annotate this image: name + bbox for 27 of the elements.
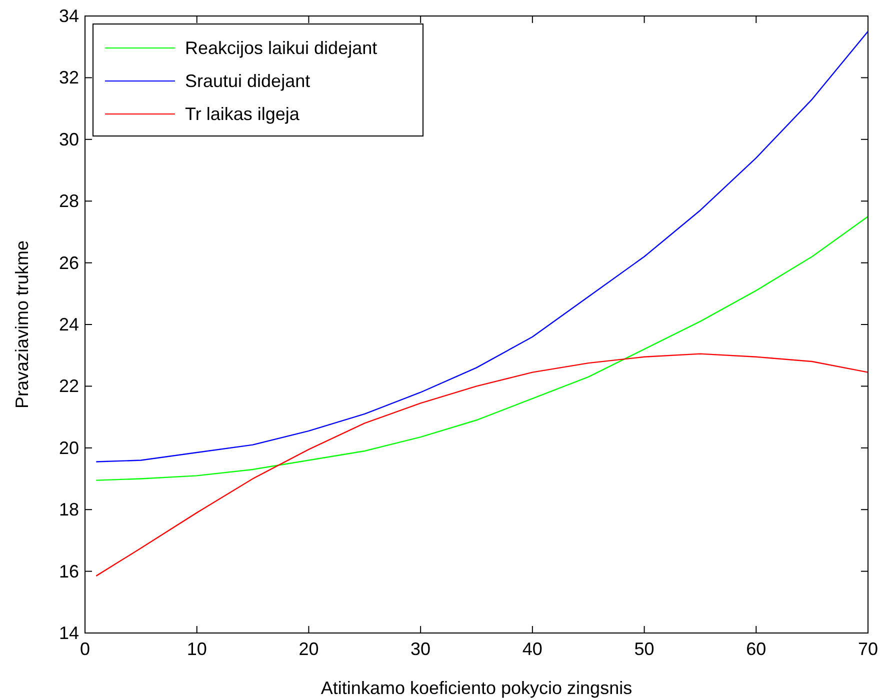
x-tick-label: 70: [858, 639, 878, 659]
y-tick-label: 26: [58, 252, 79, 273]
y-tick-label: 14: [58, 623, 79, 643]
y-tick-label: 16: [58, 561, 79, 582]
x-tick-label: 40: [522, 639, 542, 659]
y-tick-label: 28: [58, 191, 79, 212]
line-series: [96, 30, 869, 462]
line-series: [96, 353, 869, 577]
y-tick-label: 20: [58, 438, 79, 458]
y-tick-label: 32: [58, 68, 79, 88]
x-tick-label: 50: [634, 639, 654, 659]
legend-label: Srautui didejant: [185, 71, 310, 91]
x-tick-label: 10: [186, 639, 207, 659]
x-tick-label: 0: [80, 639, 90, 659]
x-axis-title: Atitinkamo koeficiento pokycio zingsnis: [320, 678, 632, 698]
y-tick-label: 30: [58, 129, 79, 150]
y-tick-label: 22: [58, 376, 79, 396]
x-tick-label: 30: [410, 639, 431, 659]
legend-label: Reakcijos laikui didejant: [185, 38, 378, 58]
y-tick-label: 18: [58, 500, 79, 520]
x-tick-label: 20: [298, 639, 319, 659]
x-tick-label: 60: [746, 639, 766, 659]
y-tick-label: 34: [58, 6, 79, 26]
y-tick-label: 24: [58, 314, 79, 334]
y-axis-title: Pravaziavimo trukme: [12, 240, 32, 409]
line-series: [96, 216, 869, 481]
legend-label: Tr laikas ilgeja: [185, 104, 300, 124]
